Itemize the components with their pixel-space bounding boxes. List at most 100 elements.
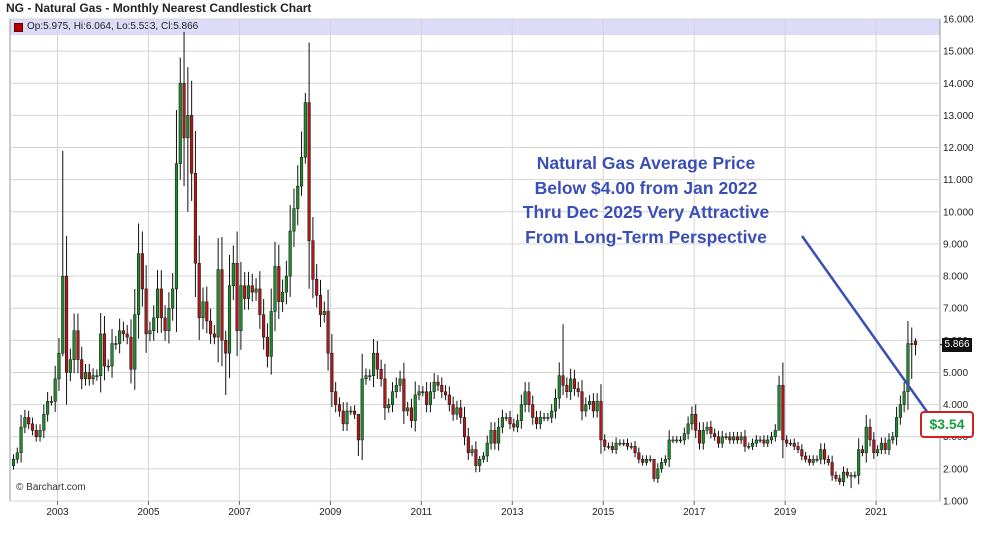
candle-body bbox=[610, 446, 614, 450]
candle-body bbox=[569, 378, 573, 392]
candle-body bbox=[330, 352, 334, 392]
candle-body bbox=[459, 407, 463, 418]
candle-body bbox=[186, 115, 190, 139]
candle-body bbox=[262, 314, 266, 338]
candle-body bbox=[538, 417, 542, 425]
candle-body bbox=[773, 430, 777, 437]
candle-body bbox=[144, 288, 148, 335]
candle-body bbox=[637, 452, 641, 460]
candle-body bbox=[599, 401, 603, 441]
candle-body bbox=[716, 436, 720, 444]
candle-body bbox=[76, 330, 80, 360]
candle-body bbox=[72, 330, 76, 360]
candle-body bbox=[133, 314, 137, 370]
candle-body bbox=[485, 442, 489, 457]
candle-body bbox=[299, 156, 304, 187]
candle-body bbox=[678, 439, 683, 442]
candle-body bbox=[406, 407, 410, 412]
candle-body bbox=[838, 478, 842, 482]
candle-body bbox=[807, 458, 811, 463]
candle-body bbox=[398, 378, 402, 386]
candle-body bbox=[739, 436, 743, 441]
x-tick-label: 2005 bbox=[137, 507, 160, 518]
candle-body bbox=[265, 336, 269, 357]
candle-body bbox=[906, 343, 910, 392]
candle-body bbox=[523, 391, 527, 405]
candle-body bbox=[193, 172, 197, 264]
candle-body bbox=[910, 343, 914, 345]
candle-body bbox=[394, 385, 398, 392]
candle-body bbox=[178, 83, 182, 164]
candle-body bbox=[27, 417, 31, 425]
candle-body bbox=[284, 275, 288, 293]
candle-body bbox=[641, 458, 645, 463]
candle-body bbox=[49, 401, 53, 403]
candle-body bbox=[895, 417, 899, 437]
candle-body bbox=[155, 288, 160, 319]
candle-body bbox=[129, 336, 133, 370]
candle-body bbox=[444, 391, 448, 396]
candle-body bbox=[212, 333, 216, 338]
candle-body bbox=[53, 378, 57, 402]
candle-body bbox=[87, 372, 91, 380]
y-tick-label: 11.000 bbox=[943, 175, 973, 186]
candle-body bbox=[235, 262, 239, 331]
candle-body bbox=[663, 458, 667, 463]
candle-body bbox=[519, 404, 523, 421]
candle-body bbox=[811, 458, 815, 463]
candle-body bbox=[625, 442, 630, 447]
candle-body bbox=[220, 269, 224, 341]
candle-body bbox=[743, 436, 747, 447]
candle-body bbox=[660, 462, 664, 470]
candle-body bbox=[728, 436, 732, 441]
candle-body bbox=[751, 442, 755, 447]
candle-body bbox=[436, 381, 440, 386]
candle-body bbox=[148, 330, 152, 335]
candle-body bbox=[182, 83, 186, 139]
y-tick-label: 16.000 bbox=[943, 15, 974, 26]
candle-body bbox=[823, 449, 827, 460]
candle-body bbox=[527, 391, 531, 405]
candle-body bbox=[804, 455, 808, 460]
candle-body bbox=[61, 275, 65, 354]
candle-body bbox=[372, 352, 376, 376]
candle-body bbox=[341, 410, 345, 425]
y-tick-label: 9.000 bbox=[943, 239, 968, 250]
candle-body bbox=[588, 401, 592, 405]
candle-body bbox=[417, 391, 421, 396]
candle-body bbox=[883, 442, 887, 450]
candle-body bbox=[849, 475, 853, 477]
candle-body bbox=[322, 311, 326, 315]
candle-body bbox=[724, 436, 728, 438]
candle-body bbox=[42, 413, 46, 431]
candle-body bbox=[231, 262, 235, 286]
candle-body bbox=[140, 253, 144, 290]
candle-body bbox=[34, 430, 38, 437]
candle-body bbox=[171, 288, 175, 309]
candle-body bbox=[243, 285, 247, 299]
candle-body bbox=[254, 288, 258, 293]
candle-body bbox=[303, 102, 307, 158]
candle-body bbox=[318, 295, 323, 315]
candle-body bbox=[152, 317, 156, 331]
candle-body bbox=[91, 375, 95, 380]
candle-body bbox=[841, 471, 846, 482]
candle-body bbox=[99, 333, 103, 376]
copyright-credit: © Barchart.com bbox=[16, 482, 86, 493]
candle-body bbox=[273, 266, 277, 312]
candle-body bbox=[38, 430, 42, 437]
candle-body bbox=[489, 430, 493, 444]
y-tick-label: 1.000 bbox=[943, 497, 968, 508]
candle-body bbox=[364, 375, 368, 380]
candle-body bbox=[614, 442, 618, 450]
candle-body bbox=[735, 436, 739, 441]
candle-body bbox=[360, 378, 364, 441]
candle-body bbox=[296, 185, 300, 209]
y-tick-label: 14.000 bbox=[943, 79, 974, 90]
candle-body bbox=[800, 449, 804, 457]
candle-body bbox=[353, 410, 357, 415]
candle-body bbox=[853, 475, 857, 477]
y-tick-label: 5.000 bbox=[943, 368, 968, 379]
candle-body bbox=[432, 381, 436, 392]
